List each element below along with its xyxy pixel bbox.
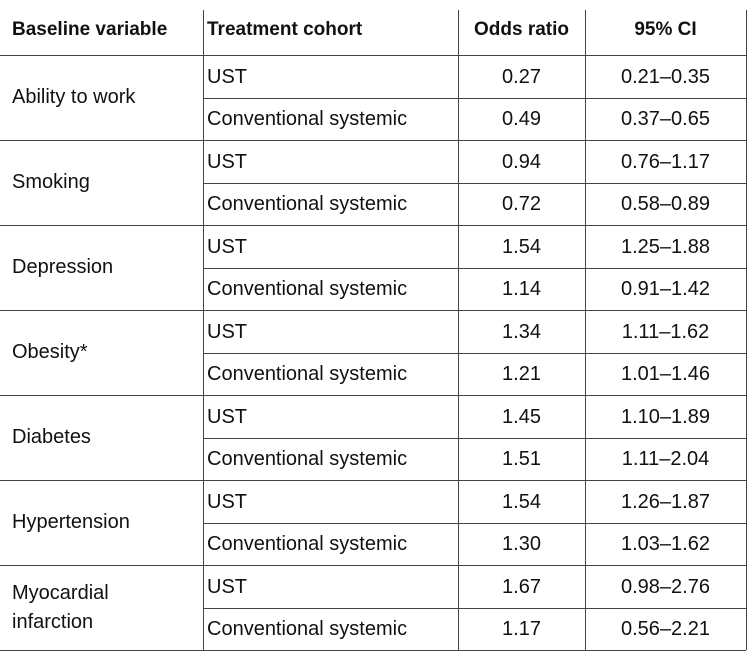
group-rule xyxy=(0,225,746,226)
confidence-interval: 1.11–2.04 xyxy=(621,448,710,471)
cohort-label: Conventional systemic xyxy=(207,363,408,386)
odds-ratio: 1.34 xyxy=(502,320,541,343)
column-rule xyxy=(585,10,586,650)
confidence-interval: 0.98–2.76 xyxy=(621,575,710,598)
odds-ratio: 0.27 xyxy=(502,65,541,88)
variable-label: Diabetes xyxy=(12,426,91,448)
cohort-label: UST xyxy=(207,65,247,88)
odds-ratio: 1.45 xyxy=(502,405,541,428)
confidence-interval: 1.11–1.62 xyxy=(621,320,710,343)
group-rule xyxy=(0,480,746,481)
column-header: Treatment cohort xyxy=(207,19,363,40)
sub-row-rule xyxy=(203,352,746,354)
odds-ratio: 1.51 xyxy=(502,448,541,471)
cohort-label: Conventional systemic xyxy=(207,618,408,641)
odds-ratio: 1.17 xyxy=(502,618,541,641)
confidence-interval: 1.26–1.87 xyxy=(621,490,710,513)
variable-label: Depression xyxy=(12,256,114,278)
cohort-label: UST xyxy=(207,405,247,428)
cohort-label: UST xyxy=(207,575,247,598)
cohort-label: UST xyxy=(207,235,247,258)
confidence-interval: 0.91–1.42 xyxy=(621,278,710,301)
odds-ratio: 0.94 xyxy=(502,150,541,173)
odds-ratio: 0.72 xyxy=(502,193,541,216)
confidence-interval: 0.56–2.21 xyxy=(621,618,710,641)
cohort-label: Conventional systemic xyxy=(207,193,408,216)
column-rule xyxy=(203,10,204,650)
confidence-interval: 0.76–1.17 xyxy=(621,150,710,173)
column-rule xyxy=(458,10,459,650)
odds-ratio: 1.54 xyxy=(502,235,541,258)
variable-label: Ability to work xyxy=(12,86,136,108)
cohort-label: UST xyxy=(207,490,247,513)
variable-label: Obesity* xyxy=(12,341,88,363)
confidence-interval: 1.01–1.46 xyxy=(621,363,710,386)
sub-row-rule xyxy=(203,607,746,609)
column-header: Baseline variable xyxy=(12,19,168,40)
odds-ratio: 1.30 xyxy=(502,533,541,556)
variable-label: Myocardial infarction xyxy=(12,581,109,633)
variable-label: Hypertension xyxy=(12,511,130,533)
cohort-label: UST xyxy=(207,320,247,343)
group-rule xyxy=(0,395,746,396)
cohort-label: UST xyxy=(207,150,247,173)
column-rule xyxy=(746,10,747,650)
group-rule xyxy=(0,565,746,566)
sub-row-rule xyxy=(203,437,746,439)
confidence-interval: 0.37–0.65 xyxy=(621,108,710,131)
odds-ratio: 1.14 xyxy=(502,278,541,301)
confidence-interval: 1.25–1.88 xyxy=(621,235,710,258)
cohort-label: Conventional systemic xyxy=(207,108,408,131)
odds-ratio: 0.49 xyxy=(502,108,541,131)
sub-row-rule xyxy=(203,267,746,269)
cohort-label: Conventional systemic xyxy=(207,533,408,556)
group-rule xyxy=(0,140,746,141)
confidence-interval: 0.21–0.35 xyxy=(621,65,710,88)
odds-ratio: 1.67 xyxy=(502,575,541,598)
sub-row-rule xyxy=(203,182,746,184)
confidence-interval: 0.58–0.89 xyxy=(621,193,710,216)
group-rule xyxy=(0,650,746,651)
odds-ratio: 1.54 xyxy=(502,490,541,513)
group-rule xyxy=(0,310,746,311)
confidence-interval: 1.03–1.62 xyxy=(621,533,710,556)
sub-row-rule xyxy=(203,97,746,99)
sub-row-rule xyxy=(203,522,746,524)
cohort-label: Conventional systemic xyxy=(207,278,408,301)
odds-ratio: 1.21 xyxy=(502,363,541,386)
column-header: Odds ratio xyxy=(473,19,569,40)
cohort-label: Conventional systemic xyxy=(207,448,408,471)
confidence-interval: 1.10–1.89 xyxy=(621,405,710,428)
column-header: 95% CI xyxy=(634,19,697,40)
header-rule xyxy=(0,55,746,56)
variable-label: Smoking xyxy=(12,171,90,193)
